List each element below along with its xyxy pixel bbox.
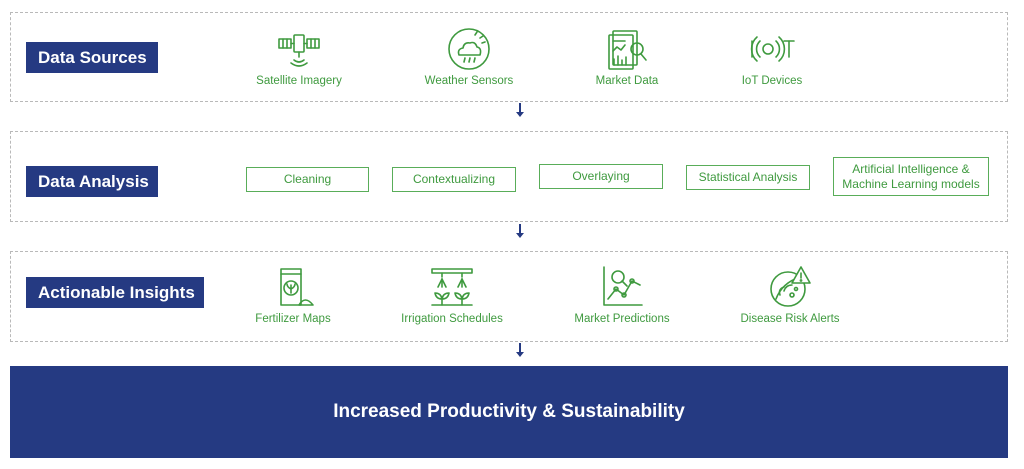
insight-item-disease: Disease Risk Alerts — [715, 265, 865, 325]
data-sources-panel: Data Sources Satellite Imagery — [10, 12, 1008, 102]
market-prediction-icon — [603, 266, 643, 306]
actionable-insights-panel: Actionable Insights Fertilizer Maps — [10, 251, 1008, 342]
analysis-chip-contextualizing: Contextualizing — [392, 167, 516, 192]
fertilizer-bag-icon — [280, 268, 314, 306]
insight-item-market-predictions: Market Predictions — [547, 265, 697, 325]
satellite-icon — [278, 34, 320, 67]
irrigation-icon — [431, 268, 473, 306]
insight-caption: Market Predictions — [574, 313, 670, 325]
flow-arrow — [516, 343, 524, 357]
outcome-label: Increased Productivity & Sustainability — [333, 401, 685, 422]
source-caption: Market Data — [595, 75, 659, 87]
analysis-chip-ai-ml: Artificial Intelligence & Machine Learni… — [833, 157, 989, 196]
data-analysis-panel: Data Analysis Cleaning Contextualizing O… — [10, 131, 1008, 222]
insight-caption: Fertilizer Maps — [255, 313, 331, 325]
analysis-chip-cleaning: Cleaning — [246, 167, 369, 192]
data-sources-label: Data Sources — [26, 42, 158, 73]
weather-sensor-icon — [448, 28, 490, 70]
source-caption: IoT Devices — [741, 75, 803, 87]
source-caption: Satellite Imagery — [256, 75, 342, 87]
outcome-banner: Increased Productivity & Sustainability — [10, 366, 1008, 458]
data-analysis-label: Data Analysis — [26, 166, 158, 197]
source-item-satellite: Satellite Imagery — [224, 27, 374, 87]
disease-alert-icon — [770, 266, 811, 307]
analysis-chip-overlaying: Overlaying — [539, 164, 663, 189]
flow-arrow — [516, 224, 524, 238]
insight-item-irrigation: Irrigation Schedules — [377, 265, 527, 325]
iot-icon — [750, 36, 795, 62]
insight-caption: Disease Risk Alerts — [740, 313, 840, 325]
insight-caption: Irrigation Schedules — [401, 313, 503, 325]
source-item-weather: Weather Sensors — [394, 27, 544, 87]
source-item-iot: IoT Devices — [697, 27, 847, 87]
source-item-market: Market Data — [552, 27, 702, 87]
source-caption: Weather Sensors — [424, 75, 514, 87]
actionable-insights-label: Actionable Insights — [26, 277, 204, 308]
flow-arrow — [516, 103, 524, 117]
analysis-chip-statistical: Statistical Analysis — [686, 165, 810, 190]
insight-item-fertilizer: Fertilizer Maps — [218, 265, 368, 325]
market-data-icon — [608, 30, 647, 70]
